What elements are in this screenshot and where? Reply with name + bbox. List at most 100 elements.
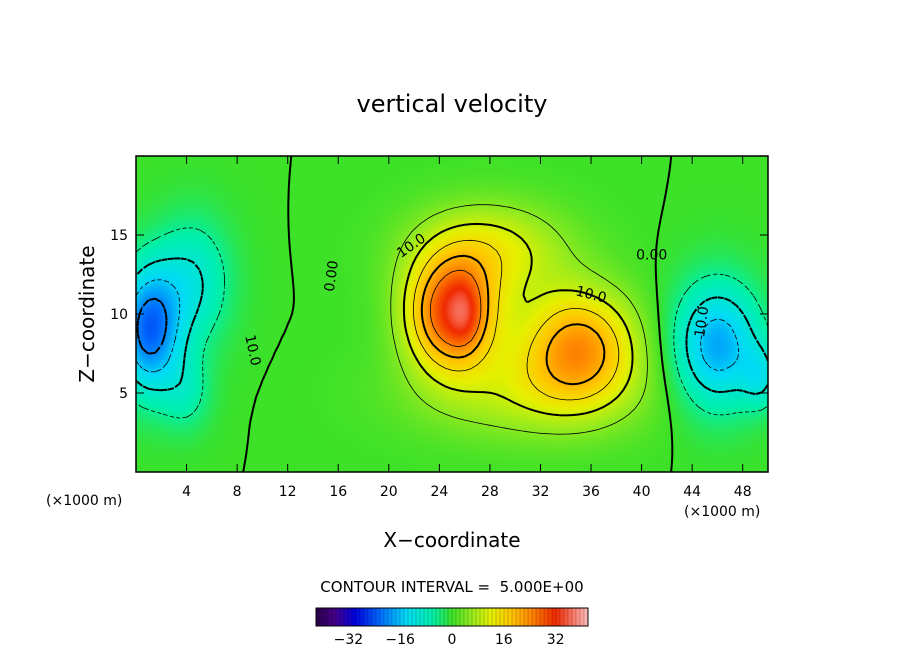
- colorbar-tick-label: 0: [448, 632, 457, 648]
- colorbar-swatch: [480, 608, 485, 626]
- colorbar-tick-label: −16: [385, 632, 415, 648]
- colorbar-swatch: [360, 608, 365, 626]
- colorbar: [315, 607, 589, 627]
- x-tick-label: 4: [182, 484, 191, 500]
- colorbar-swatch: [432, 608, 437, 626]
- colorbar-swatch: [352, 608, 357, 626]
- colorbar-swatch: [556, 608, 561, 626]
- y-axis-title: Z−coordinate: [75, 245, 99, 382]
- colorbar-swatch: [504, 608, 509, 626]
- colorbar-swatch: [448, 608, 453, 626]
- colorbar-swatch: [428, 608, 433, 626]
- colorbar-swatch: [320, 608, 325, 626]
- colorbar-tick-label: 16: [495, 632, 513, 648]
- colorbar-swatch: [316, 608, 321, 626]
- colorbar-swatch: [416, 608, 421, 626]
- colorbar-swatch: [344, 608, 349, 626]
- contour-level-5: [390, 204, 648, 435]
- colorbar-swatch: [500, 608, 505, 626]
- colorbar-swatch: [392, 608, 397, 626]
- colorbar-swatch: [444, 608, 449, 626]
- x-tick-label: 12: [279, 484, 297, 500]
- colorbar-swatch: [420, 608, 425, 626]
- colorbar-swatch: [328, 608, 333, 626]
- contour-level-20: [420, 254, 606, 386]
- x-tick-label: 16: [329, 484, 347, 500]
- chart-title: vertical velocity: [357, 90, 548, 118]
- colorbar-swatch: [384, 608, 389, 626]
- colorbar-swatch: [436, 608, 441, 626]
- colorbar-swatch: [408, 608, 413, 626]
- x-tick-label: 8: [233, 484, 242, 500]
- colorbar-swatch: [464, 608, 469, 626]
- x-tick-label: 36: [582, 484, 600, 500]
- colorbar-tick-label: 32: [547, 632, 565, 648]
- colorbar-swatch: [524, 608, 529, 626]
- colorbar-swatch: [512, 608, 517, 626]
- y-tick-label: 5: [119, 386, 128, 402]
- x-tick-label: 48: [734, 484, 752, 500]
- colorbar-swatch: [404, 608, 409, 626]
- colorbar-swatch: [340, 608, 345, 626]
- x-tick-label: 28: [481, 484, 499, 500]
- contour-level--10: [136, 257, 768, 396]
- colorbar-swatch: [568, 608, 573, 626]
- contour-level--20: [136, 297, 168, 355]
- colorbar-swatch: [520, 608, 525, 626]
- colorbar-tick-label: −32: [334, 632, 364, 648]
- colorbar-swatch: [492, 608, 497, 626]
- colorbar-swatch: [456, 608, 461, 626]
- colorbar-swatch: [580, 608, 585, 626]
- colorbar-swatch: [388, 608, 393, 626]
- contour-level-15: [413, 239, 620, 401]
- x-axis-ticks: 4 8 12 16 20 24 28 32 36 40 44 48: [182, 156, 752, 500]
- contour-level--5: [136, 227, 768, 419]
- colorbar-swatch: [564, 608, 569, 626]
- y-tick-label: 10: [110, 307, 128, 323]
- colorbar-swatch: [440, 608, 445, 626]
- colorbar-swatch: [472, 608, 477, 626]
- x-axis-title: X−coordinate: [383, 528, 520, 552]
- colorbar-swatch: [572, 608, 577, 626]
- colorbar-swatch: [348, 608, 353, 626]
- contour-label: 10.0: [241, 333, 263, 367]
- colorbar-swatch: [396, 608, 401, 626]
- colorbar-swatch: [552, 608, 557, 626]
- x-unit-left: (×1000 m): [46, 493, 122, 509]
- colorbar-swatch: [516, 608, 521, 626]
- contour-level-10: [402, 222, 634, 417]
- contour-label: 0.00: [636, 248, 667, 264]
- colorbar-swatch: [376, 608, 381, 626]
- colorbar-swatch: [476, 608, 481, 626]
- colorbar-swatch: [332, 608, 337, 626]
- contour-lines: [136, 156, 768, 472]
- colorbar-swatch: [528, 608, 533, 626]
- contour-label: 0.00: [322, 260, 342, 293]
- colorbar-swatch: [488, 608, 493, 626]
- colorbar-swatch: [468, 608, 473, 626]
- colorbar-swatch: [496, 608, 501, 626]
- velocity-field-image: [136, 156, 768, 472]
- x-tick-label: 44: [683, 484, 701, 500]
- colorbar-frame: [315, 607, 589, 627]
- colorbar-swatch: [336, 608, 341, 626]
- y-tick-label: 15: [110, 228, 128, 244]
- x-tick-label: 24: [430, 484, 448, 500]
- colorbar-ticks: −32 −16 0 16 32: [334, 632, 565, 648]
- y-axis-ticks: 5 10 15: [110, 228, 768, 402]
- colorbar-swatch: [460, 608, 465, 626]
- colorbar-swatch: [544, 608, 549, 626]
- colorbar-swatch: [424, 608, 429, 626]
- colorbar-swatch: [356, 608, 361, 626]
- colorbar-swatch: [576, 608, 581, 626]
- colorbar-swatch: [548, 608, 553, 626]
- colorbar-swatch: [536, 608, 541, 626]
- contour-level-25: [430, 269, 482, 348]
- contour-level--15: [136, 279, 740, 373]
- colorbar-swatch: [324, 608, 329, 626]
- colorbar-swatch: [412, 608, 417, 626]
- colorbar-swatch: [508, 608, 513, 626]
- contour-interval-note: CONTOUR INTERVAL = 5.000E+00: [320, 578, 583, 596]
